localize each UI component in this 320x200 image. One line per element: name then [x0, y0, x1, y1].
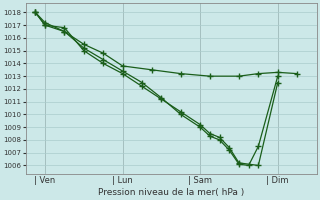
X-axis label: Pression niveau de la mer( hPa ): Pression niveau de la mer( hPa ) — [98, 188, 244, 197]
